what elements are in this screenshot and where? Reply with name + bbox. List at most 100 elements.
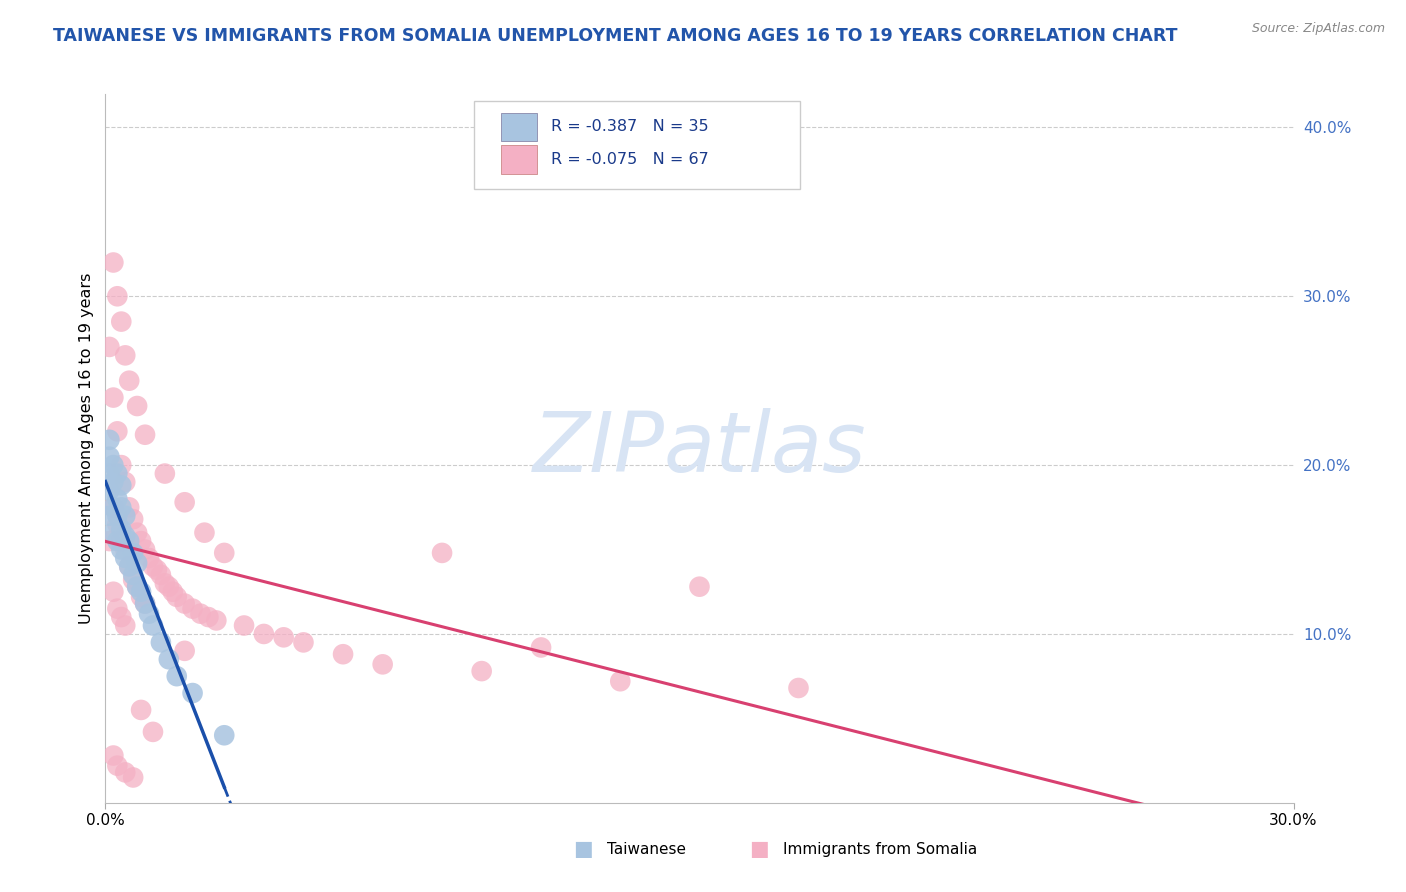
Point	[103, 391, 125, 405]
Point	[233, 618, 256, 632]
Point	[153, 576, 176, 591]
Text: TAIWANESE VS IMMIGRANTS FROM SOMALIA UNEMPLOYMENT AMONG AGES 16 TO 19 YEARS CORR: TAIWANESE VS IMMIGRANTS FROM SOMALIA UNE…	[53, 27, 1178, 45]
Point	[103, 475, 125, 489]
Point	[134, 597, 156, 611]
Point	[371, 657, 394, 672]
Text: ■: ■	[574, 839, 593, 859]
Text: Source: ZipAtlas.com: Source: ZipAtlas.com	[1251, 22, 1385, 36]
Point	[142, 724, 165, 739]
Point	[118, 374, 141, 388]
Point	[127, 580, 149, 594]
Point	[134, 542, 156, 557]
Point	[157, 580, 180, 594]
Point	[110, 610, 132, 624]
Point	[138, 607, 160, 621]
Point	[114, 475, 136, 489]
Point	[122, 512, 145, 526]
Point	[103, 748, 125, 763]
Point	[110, 458, 132, 472]
Point	[190, 607, 212, 621]
Point	[103, 584, 125, 599]
Point	[292, 635, 315, 649]
Point	[173, 644, 195, 658]
Point	[530, 640, 553, 655]
Text: R = -0.075   N = 67: R = -0.075 N = 67	[551, 153, 709, 167]
Text: ■: ■	[749, 839, 769, 859]
Point	[103, 525, 125, 540]
Point	[122, 567, 145, 582]
Point	[197, 610, 219, 624]
Point	[129, 534, 152, 549]
Point	[114, 508, 136, 523]
Point	[118, 559, 141, 574]
Text: R = -0.387   N = 35: R = -0.387 N = 35	[551, 120, 709, 135]
Point	[114, 765, 136, 780]
Point	[181, 686, 204, 700]
Point	[166, 669, 188, 683]
Point	[122, 771, 145, 785]
Point	[214, 546, 236, 560]
Point	[193, 525, 215, 540]
Point	[471, 664, 494, 678]
Point	[134, 597, 156, 611]
Point	[430, 546, 453, 560]
Point	[110, 542, 132, 557]
Point	[787, 681, 810, 695]
Point	[129, 584, 152, 599]
Point	[118, 559, 141, 574]
Point	[114, 348, 136, 362]
Point	[149, 567, 172, 582]
Point	[98, 467, 121, 481]
Bar	[501, 145, 537, 174]
Point	[153, 467, 176, 481]
Point	[127, 580, 149, 594]
Bar	[501, 112, 537, 141]
Point	[105, 467, 128, 481]
Text: ZIPatlas: ZIPatlas	[533, 408, 866, 489]
Point	[98, 340, 121, 354]
Point	[105, 534, 128, 549]
Point	[129, 590, 152, 604]
Point	[134, 427, 156, 442]
Point	[142, 618, 165, 632]
Point	[129, 703, 152, 717]
Point	[110, 534, 132, 549]
Point	[105, 508, 128, 523]
Point	[205, 614, 228, 628]
Point	[103, 458, 125, 472]
Point	[105, 289, 128, 303]
Point	[110, 315, 132, 329]
Point	[127, 556, 149, 570]
Point	[114, 542, 136, 557]
Point	[146, 563, 169, 577]
Point	[173, 597, 195, 611]
Point	[173, 495, 195, 509]
Point	[105, 491, 128, 506]
Text: Taiwanese: Taiwanese	[607, 842, 686, 856]
Point	[98, 534, 121, 549]
Point	[127, 525, 149, 540]
Point	[253, 627, 276, 641]
Point	[98, 483, 121, 498]
Point	[127, 399, 149, 413]
Point	[122, 573, 145, 587]
Point	[98, 433, 121, 447]
Point	[214, 728, 236, 742]
Point	[181, 601, 204, 615]
Point	[273, 630, 295, 644]
Point	[118, 534, 141, 549]
Point	[110, 478, 132, 492]
Y-axis label: Unemployment Among Ages 16 to 19 years: Unemployment Among Ages 16 to 19 years	[79, 273, 94, 624]
Point	[110, 500, 132, 515]
Point	[118, 500, 141, 515]
Point	[103, 255, 125, 269]
Point	[98, 508, 121, 523]
Point	[332, 647, 354, 661]
Text: Immigrants from Somalia: Immigrants from Somalia	[783, 842, 977, 856]
Point	[138, 551, 160, 566]
Point	[103, 500, 125, 515]
Point	[105, 517, 128, 532]
Point	[114, 529, 136, 543]
Point	[114, 551, 136, 566]
Point	[689, 580, 711, 594]
